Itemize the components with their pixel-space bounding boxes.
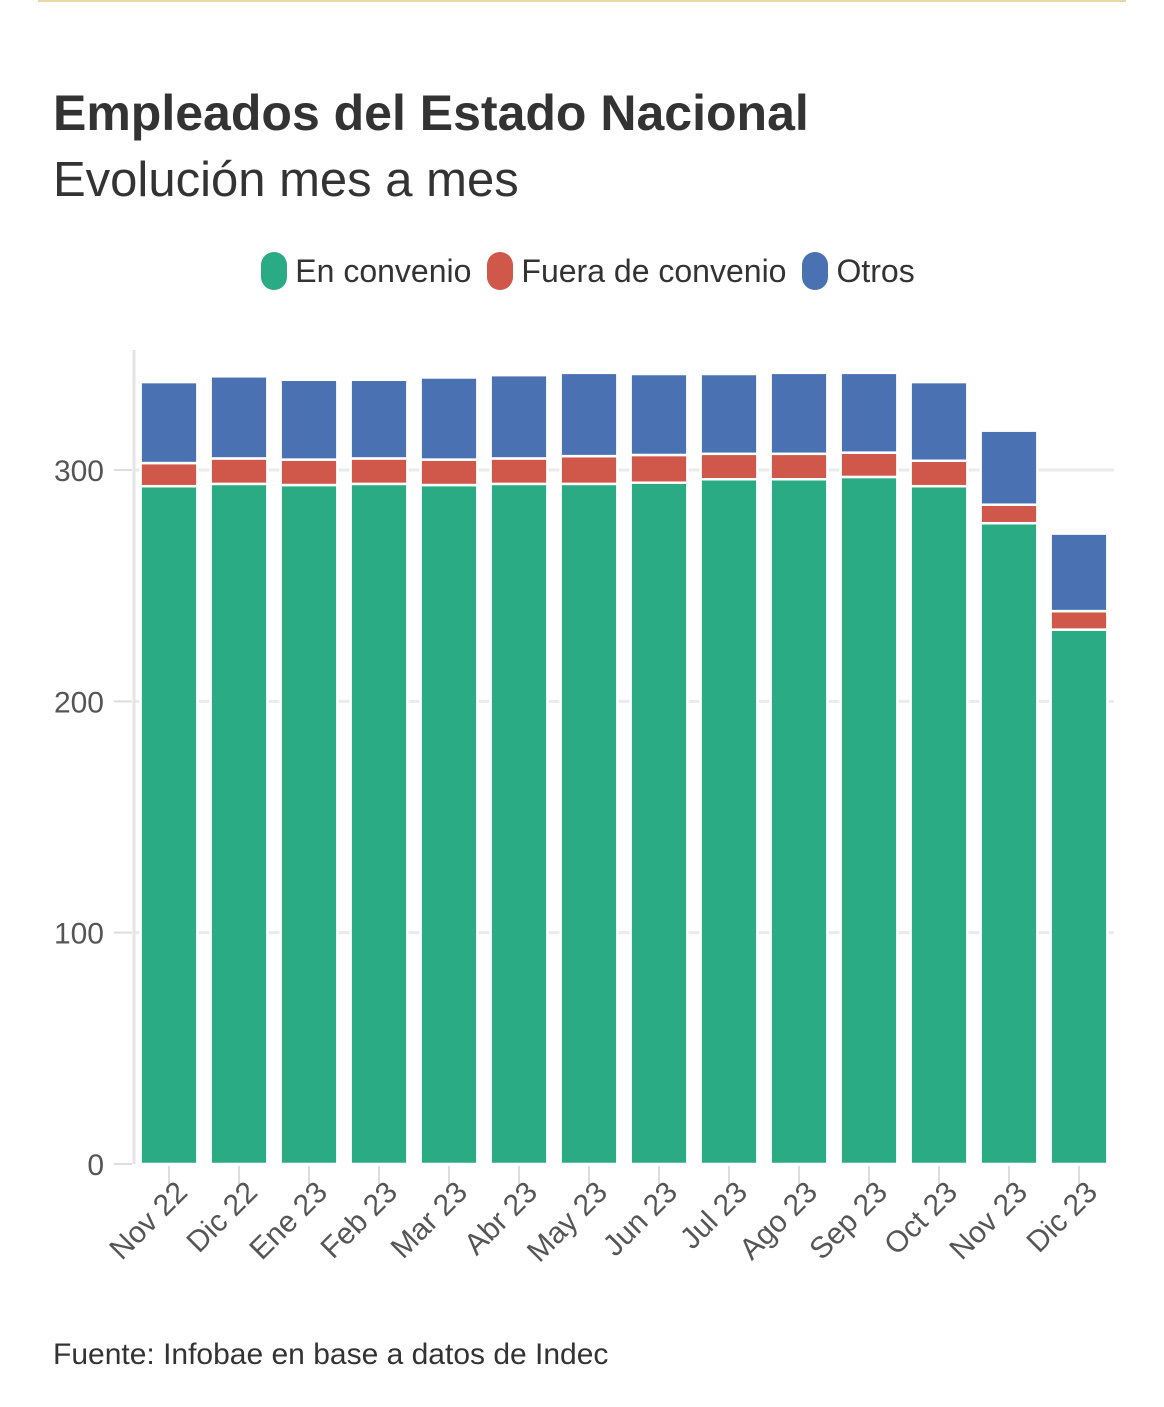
legend-item-otros[interactable]: Otros <box>802 252 915 290</box>
bar-otros-feb-23[interactable] <box>349 378 409 460</box>
x-tick-label-ago-23: Ago 23 <box>733 1176 824 1267</box>
legend-label-en-convenio: En convenio <box>295 252 472 289</box>
bar-en-convenio-ene-23[interactable] <box>279 483 339 1166</box>
bar-en-convenio-jul-23[interactable] <box>699 478 759 1166</box>
y-tick-label-0: 0 <box>87 1149 104 1182</box>
x-tick-label-mar-23: Mar 23 <box>385 1176 474 1265</box>
bar-otros-sep-23[interactable] <box>839 371 899 454</box>
bar-otros-may-23[interactable] <box>559 371 619 458</box>
x-tick-label-may-23: May 23 <box>521 1176 614 1269</box>
bar-otros-mar-23[interactable] <box>419 376 479 461</box>
bar-otros-abr-23[interactable] <box>489 373 549 460</box>
bar-otros-jun-23[interactable] <box>629 372 689 457</box>
bar-en-convenio-dic-22[interactable] <box>209 482 269 1166</box>
bar-otros-ene-23[interactable] <box>279 378 339 461</box>
legend-swatch-fuera-de-convenio <box>487 252 514 290</box>
bar-en-convenio-feb-23[interactable] <box>349 482 409 1166</box>
bar-fuera-de-convenio-dic-22[interactable] <box>209 457 269 486</box>
bar-fuera-de-convenio-nov-23[interactable] <box>979 503 1039 525</box>
y-tick-label-300: 300 <box>54 455 104 488</box>
legend-label-otros: Otros <box>836 252 915 289</box>
bar-fuera-de-convenio-nov-22[interactable] <box>139 461 199 488</box>
bar-fuera-de-convenio-jul-23[interactable] <box>699 452 759 481</box>
x-tick-label-jun-23: Jun 23 <box>597 1176 684 1263</box>
bar-en-convenio-ago-23[interactable] <box>769 478 829 1166</box>
chart-title: Empleados del Estado Nacional <box>53 85 809 141</box>
bar-fuera-de-convenio-jun-23[interactable] <box>629 453 689 484</box>
bar-fuera-de-convenio-abr-23[interactable] <box>489 457 549 486</box>
legend-item-en-convenio[interactable]: En convenio <box>261 252 471 290</box>
legend: En convenio Fuera de convenio Otros <box>0 252 1164 290</box>
bar-otros-jul-23[interactable] <box>699 372 759 456</box>
x-tick-label-dic-23: Dic 23 <box>1020 1176 1103 1259</box>
x-tick-label-ene-23: Ene 23 <box>243 1176 334 1267</box>
legend-swatch-en-convenio <box>261 252 288 290</box>
bar-fuera-de-convenio-mar-23[interactable] <box>419 458 479 487</box>
bar-otros-dic-22[interactable] <box>209 375 269 460</box>
source-note: Fuente: Infobae en base a datos de Indec <box>53 1338 609 1371</box>
bar-fuera-de-convenio-may-23[interactable] <box>559 454 619 486</box>
bar-otros-nov-23[interactable] <box>979 429 1039 506</box>
bar-en-convenio-jun-23[interactable] <box>629 481 689 1166</box>
bar-en-convenio-may-23[interactable] <box>559 482 619 1166</box>
x-tick-label-nov-23: Nov 23 <box>943 1176 1034 1267</box>
bar-otros-dic-23[interactable] <box>1049 532 1109 613</box>
bar-fuera-de-convenio-oct-23[interactable] <box>909 459 969 488</box>
x-tick-label-nov-22: Nov 22 <box>103 1176 194 1267</box>
bar-en-convenio-mar-23[interactable] <box>419 483 479 1166</box>
bar-fuera-de-convenio-dic-23[interactable] <box>1049 609 1109 631</box>
bar-en-convenio-nov-23[interactable] <box>979 521 1039 1166</box>
legend-item-fuera-de-convenio[interactable]: Fuera de convenio <box>487 252 786 290</box>
bar-fuera-de-convenio-feb-23[interactable] <box>349 457 409 486</box>
bar-en-convenio-abr-23[interactable] <box>489 482 549 1166</box>
bar-fuera-de-convenio-ene-23[interactable] <box>279 458 339 487</box>
bar-en-convenio-nov-22[interactable] <box>139 484 199 1166</box>
legend-label-fuera-de-convenio: Fuera de convenio <box>521 252 787 289</box>
bar-fuera-de-convenio-sep-23[interactable] <box>839 451 899 479</box>
bar-en-convenio-dic-23[interactable] <box>1049 628 1109 1166</box>
bar-en-convenio-oct-23[interactable] <box>909 484 969 1166</box>
x-tick-label-feb-23: Feb 23 <box>315 1176 404 1265</box>
bar-otros-oct-23[interactable] <box>909 380 969 462</box>
bar-otros-nov-22[interactable] <box>139 380 199 465</box>
y-tick-label-200: 200 <box>54 686 104 719</box>
y-tick-label-100: 100 <box>54 918 104 951</box>
bar-en-convenio-sep-23[interactable] <box>839 475 899 1166</box>
x-tick-label-sep-23: Sep 23 <box>803 1176 894 1267</box>
bar-fuera-de-convenio-ago-23[interactable] <box>769 452 829 481</box>
chart-subtitle: Evolución mes a mes <box>53 153 519 207</box>
legend-swatch-otros <box>802 252 829 290</box>
top-rule <box>38 0 1126 2</box>
bar-otros-ago-23[interactable] <box>769 371 829 456</box>
